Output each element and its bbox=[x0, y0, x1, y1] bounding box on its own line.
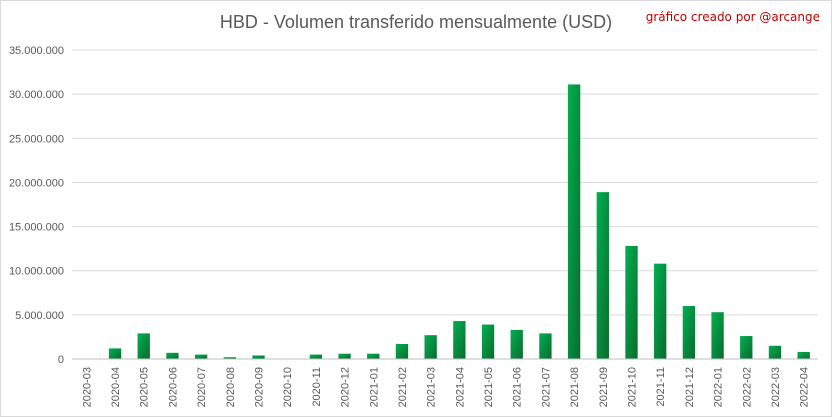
bar-2020-04 bbox=[108, 348, 122, 359]
x-axis: 2020-03 2020-04 2020-05 2020-06 2020-07 2020-… bbox=[72, 358, 818, 407]
y-tick-label: 35.000.000 bbox=[9, 45, 64, 57]
bar-2021-07 bbox=[539, 333, 552, 359]
x-tick-label: 2022-04 bbox=[799, 367, 811, 407]
x-tick-label: 2020-07 bbox=[196, 367, 208, 407]
x-tick-label: 2021-07 bbox=[540, 367, 552, 407]
x-tick-label: 2020-10 bbox=[282, 367, 294, 407]
x-tick-label: 2022-03 bbox=[770, 367, 782, 407]
bar-2021-12 bbox=[682, 306, 696, 359]
y-tick-label: 25.000.000 bbox=[9, 133, 64, 145]
x-tick-label: 2021-06 bbox=[512, 367, 524, 407]
bar-2022-03 bbox=[768, 345, 782, 359]
y-axis: 0 5.000.000 10.000.000 15.000.000 20.000.000… bbox=[9, 45, 64, 366]
x-tick-label: 2021-03 bbox=[426, 367, 438, 407]
x-tick-label: 2020-12 bbox=[340, 367, 352, 407]
bar-2021-08 bbox=[567, 84, 581, 359]
x-tick-label: 2021-11 bbox=[655, 367, 667, 407]
bar-2020-07 bbox=[194, 354, 208, 359]
y-tick-label: 0 bbox=[58, 354, 64, 366]
x-tick-label: 2022-01 bbox=[713, 367, 725, 407]
x-tick-label: 2020-08 bbox=[225, 367, 237, 407]
x-tick-label: 2021-08 bbox=[569, 367, 581, 407]
bar-2021-11 bbox=[654, 263, 667, 359]
bar-2020-08 bbox=[223, 357, 236, 359]
bar-2022-04 bbox=[797, 351, 810, 359]
bars bbox=[108, 84, 810, 359]
x-tick-label: 2021-04 bbox=[454, 367, 466, 407]
bar-2021-09 bbox=[596, 192, 609, 359]
x-tick-label: 2021-05 bbox=[483, 367, 495, 407]
x-tick-label: 2022-02 bbox=[741, 367, 753, 407]
bar-2020-06 bbox=[166, 352, 179, 359]
x-tick-label: 2020-11 bbox=[311, 367, 323, 407]
y-tick-label: 30.000.000 bbox=[9, 89, 64, 101]
y-tick-label: 15.000.000 bbox=[9, 222, 64, 234]
x-tick-label: 2021-10 bbox=[627, 367, 639, 407]
x-tick-label: 2020-03 bbox=[81, 367, 93, 407]
bar-2020-05 bbox=[137, 333, 150, 359]
bar-2021-05 bbox=[481, 324, 495, 359]
x-tick-label: 2021-02 bbox=[397, 367, 409, 407]
bar-2021-02 bbox=[395, 343, 409, 359]
x-tick-label: 2020-09 bbox=[254, 367, 266, 407]
bar-2021-10 bbox=[625, 245, 638, 359]
bar-2022-02 bbox=[740, 336, 753, 359]
bar-2022-01 bbox=[711, 312, 724, 359]
bar-2021-06 bbox=[510, 329, 523, 359]
bar-2020-11 bbox=[309, 354, 323, 359]
gridlines bbox=[72, 49, 818, 360]
bar-2021-03 bbox=[424, 335, 437, 359]
chart-credit: gráfico creado por @arcange bbox=[645, 10, 820, 24]
x-tick-label: 2020-06 bbox=[167, 367, 179, 407]
bar-2021-04 bbox=[453, 321, 466, 359]
chart-title: HBD - Volumen transferido mensualmente (… bbox=[219, 12, 613, 32]
bar-2020-09 bbox=[252, 355, 265, 359]
x-tick-label: 2021-12 bbox=[684, 367, 696, 407]
x-tick-label: 2020-04 bbox=[110, 367, 122, 407]
x-tick-label: 2021-09 bbox=[598, 367, 610, 407]
y-tick-label: 20.000.000 bbox=[9, 177, 64, 189]
y-tick-label: 10.000.000 bbox=[9, 266, 64, 278]
bar-2021-01 bbox=[367, 353, 380, 359]
bar-2020-12 bbox=[338, 353, 351, 359]
x-tick-label: 2021-01 bbox=[368, 367, 380, 407]
x-tick-label: 2020-05 bbox=[139, 367, 151, 407]
y-tick-label: 5.000.000 bbox=[15, 310, 64, 322]
